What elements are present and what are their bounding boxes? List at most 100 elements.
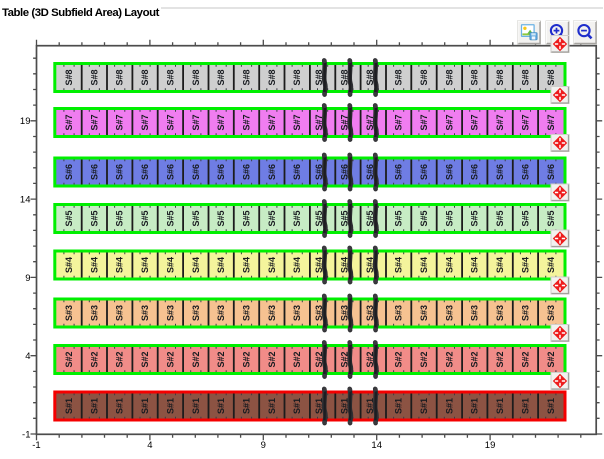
- svg-text:S#2: S#2: [339, 351, 349, 367]
- svg-text:S#4: S#4: [292, 257, 302, 273]
- svg-text:S#4: S#4: [444, 257, 454, 273]
- svg-text:S#5: S#5: [314, 210, 324, 226]
- svg-text:S#8: S#8: [216, 69, 226, 85]
- svg-text:19: 19: [485, 440, 496, 451]
- svg-text:S#5: S#5: [89, 210, 99, 226]
- svg-text:S#5: S#5: [365, 210, 375, 226]
- svg-text:S#7: S#7: [89, 114, 99, 130]
- svg-text:S#6: S#6: [89, 164, 99, 180]
- svg-text:S#8: S#8: [419, 69, 429, 85]
- svg-text:S#5: S#5: [521, 210, 531, 226]
- svg-text:S#6: S#6: [115, 164, 125, 180]
- svg-text:S#6: S#6: [191, 164, 201, 180]
- svg-text:S#6: S#6: [419, 164, 429, 180]
- svg-text:S#3: S#3: [242, 305, 252, 321]
- svg-text:S#8: S#8: [242, 69, 252, 85]
- svg-text:S#8: S#8: [470, 69, 480, 85]
- svg-text:19: 19: [20, 116, 31, 127]
- svg-text:S#2: S#2: [140, 351, 150, 367]
- svg-text:S#1: S#1: [546, 398, 556, 414]
- svg-text:S#4: S#4: [365, 257, 375, 273]
- svg-text:S#8: S#8: [314, 69, 324, 85]
- svg-text:S#8: S#8: [546, 69, 556, 85]
- svg-text:S#7: S#7: [292, 114, 302, 130]
- svg-text:S#8: S#8: [165, 69, 175, 85]
- svg-text:S#5: S#5: [495, 210, 505, 226]
- svg-text:S#7: S#7: [444, 114, 454, 130]
- svg-text:S#3: S#3: [115, 305, 125, 321]
- svg-text:S#1: S#1: [216, 398, 226, 414]
- svg-text:S#4: S#4: [115, 257, 125, 273]
- svg-text:S#1: S#1: [89, 398, 99, 414]
- svg-text:4: 4: [25, 351, 30, 362]
- svg-text:S#5: S#5: [419, 210, 429, 226]
- svg-text:S#7: S#7: [339, 114, 349, 130]
- svg-text:S#7: S#7: [314, 114, 324, 130]
- svg-text:S#1: S#1: [470, 398, 480, 414]
- svg-text:14: 14: [20, 195, 31, 206]
- svg-text:S#6: S#6: [292, 164, 302, 180]
- svg-text:S#3: S#3: [191, 305, 201, 321]
- svg-text:S#7: S#7: [191, 114, 201, 130]
- svg-text:9: 9: [25, 273, 30, 284]
- svg-text:S#5: S#5: [292, 210, 302, 226]
- svg-text:S#5: S#5: [546, 210, 556, 226]
- svg-text:S#1: S#1: [115, 398, 125, 414]
- svg-text:S#2: S#2: [165, 351, 175, 367]
- svg-text:S#3: S#3: [365, 305, 375, 321]
- svg-text:S#8: S#8: [191, 69, 201, 85]
- svg-text:S#6: S#6: [521, 164, 531, 180]
- svg-text:S#5: S#5: [444, 210, 454, 226]
- svg-text:S#8: S#8: [140, 69, 150, 85]
- svg-text:S#1: S#1: [140, 398, 150, 414]
- svg-text:S#5: S#5: [242, 210, 252, 226]
- svg-text:S#2: S#2: [314, 351, 324, 367]
- svg-text:S#7: S#7: [470, 114, 480, 130]
- svg-text:S#2: S#2: [267, 351, 277, 367]
- svg-text:S#4: S#4: [267, 257, 277, 273]
- svg-text:S#2: S#2: [191, 351, 201, 367]
- svg-text:S#1: S#1: [314, 398, 324, 414]
- svg-text:-1: -1: [32, 440, 40, 451]
- svg-text:S#3: S#3: [314, 305, 324, 321]
- svg-text:S#7: S#7: [267, 114, 277, 130]
- svg-text:S#8: S#8: [64, 69, 74, 85]
- svg-text:S#1: S#1: [242, 398, 252, 414]
- svg-text:S#4: S#4: [64, 257, 74, 273]
- svg-text:S#2: S#2: [419, 351, 429, 367]
- svg-text:S#6: S#6: [495, 164, 505, 180]
- svg-text:S#3: S#3: [394, 305, 404, 321]
- svg-text:S#4: S#4: [470, 257, 480, 273]
- svg-text:S#2: S#2: [115, 351, 125, 367]
- svg-text:S#6: S#6: [365, 164, 375, 180]
- svg-text:S#3: S#3: [470, 305, 480, 321]
- svg-text:S#2: S#2: [444, 351, 454, 367]
- svg-text:S#1: S#1: [365, 398, 375, 414]
- svg-text:S#3: S#3: [292, 305, 302, 321]
- svg-text:S#2: S#2: [89, 351, 99, 367]
- svg-text:S#2: S#2: [216, 351, 226, 367]
- svg-text:S#3: S#3: [495, 305, 505, 321]
- svg-text:S#1: S#1: [64, 398, 74, 414]
- svg-text:S#1: S#1: [191, 398, 201, 414]
- svg-text:S#6: S#6: [339, 164, 349, 180]
- svg-text:S#5: S#5: [165, 210, 175, 226]
- svg-text:Table (3D Subfield Area) Layou: Table (3D Subfield Area) Layout: [2, 7, 160, 19]
- svg-text:S#7: S#7: [140, 114, 150, 130]
- svg-text:S#2: S#2: [242, 351, 252, 367]
- svg-text:S#2: S#2: [64, 351, 74, 367]
- svg-text:S#6: S#6: [140, 164, 150, 180]
- svg-text:S#3: S#3: [64, 305, 74, 321]
- svg-text:S#3: S#3: [419, 305, 429, 321]
- svg-text:S#5: S#5: [115, 210, 125, 226]
- svg-text:S#2: S#2: [546, 351, 556, 367]
- svg-text:S#3: S#3: [444, 305, 454, 321]
- svg-text:S#6: S#6: [444, 164, 454, 180]
- svg-text:S#7: S#7: [495, 114, 505, 130]
- svg-text:S#8: S#8: [521, 69, 531, 85]
- svg-text:S#5: S#5: [470, 210, 480, 226]
- svg-text:S#3: S#3: [546, 305, 556, 321]
- svg-text:S#5: S#5: [216, 210, 226, 226]
- svg-text:S#7: S#7: [521, 114, 531, 130]
- svg-text:S#2: S#2: [394, 351, 404, 367]
